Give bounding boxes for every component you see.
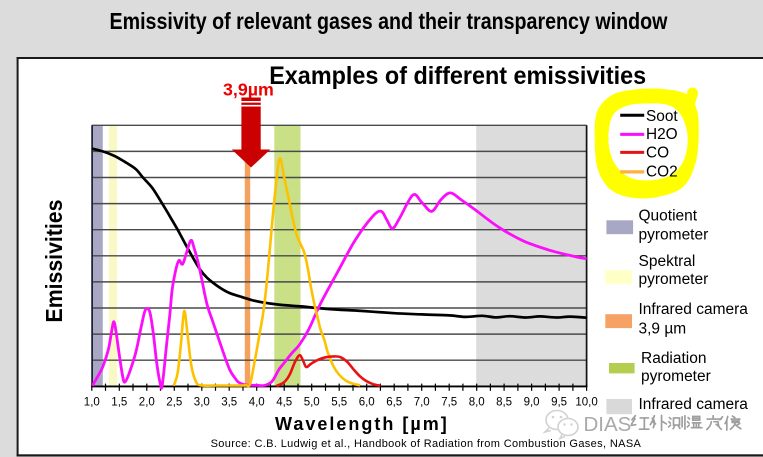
svg-text:DIAS: DIAS xyxy=(584,413,632,436)
svg-text:2,0: 2,0 xyxy=(139,397,155,409)
svg-text:Emissivity of relevant gases a: Emissivity of relevant gases and their t… xyxy=(110,9,668,35)
svg-text:9,0: 9,0 xyxy=(524,397,540,409)
svg-text:10,0: 10,0 xyxy=(575,397,597,409)
svg-text:Quotient: Quotient xyxy=(639,207,698,224)
svg-text:9,5: 9,5 xyxy=(551,397,567,409)
svg-text:6,0: 6,0 xyxy=(359,397,375,409)
svg-text:pyrometer: pyrometer xyxy=(639,227,709,244)
svg-text:Emissivities: Emissivities xyxy=(41,200,67,323)
svg-text:Radiation: Radiation xyxy=(641,350,707,367)
svg-text:pyrometer: pyrometer xyxy=(639,271,709,288)
svg-text:3,5: 3,5 xyxy=(221,397,237,409)
svg-text:3,0: 3,0 xyxy=(194,397,210,409)
svg-text:Soot: Soot xyxy=(646,108,678,125)
svg-text:pyrometer: pyrometer xyxy=(641,368,711,385)
svg-text:7,5: 7,5 xyxy=(441,397,457,409)
svg-text:Examples of different emissivi: Examples of different emissivities xyxy=(269,62,646,90)
svg-text:Infrared camera: Infrared camera xyxy=(639,396,749,413)
svg-text:2,5: 2,5 xyxy=(166,397,182,409)
svg-text:5,5: 5,5 xyxy=(331,397,347,409)
svg-text:7,0: 7,0 xyxy=(414,397,430,409)
svg-text:CO2: CO2 xyxy=(646,163,678,180)
svg-text:6,5: 6,5 xyxy=(386,397,402,409)
svg-text:4,5: 4,5 xyxy=(276,397,292,409)
svg-text:8,0: 8,0 xyxy=(469,397,485,409)
svg-text:H2O: H2O xyxy=(646,126,678,143)
svg-text:Source: C.B. Ludwig et al., Ha: Source: C.B. Ludwig et al., Handbook of … xyxy=(211,438,642,450)
svg-text:Infrared camera: Infrared camera xyxy=(639,301,749,318)
svg-text:5,0: 5,0 xyxy=(304,397,320,409)
svg-text:4,0: 4,0 xyxy=(249,397,265,409)
svg-text:Wavelength [µm]: Wavelength [µm] xyxy=(275,414,449,434)
svg-text:CO: CO xyxy=(646,144,669,161)
svg-text:1,0: 1,0 xyxy=(84,397,100,409)
svg-text:8,5: 8,5 xyxy=(496,397,512,409)
svg-text:3,9 µm: 3,9 µm xyxy=(639,321,687,338)
svg-text:3,9µm: 3,9µm xyxy=(223,79,274,99)
svg-text:1,5: 1,5 xyxy=(111,397,127,409)
svg-text:Spektral: Spektral xyxy=(639,253,696,270)
